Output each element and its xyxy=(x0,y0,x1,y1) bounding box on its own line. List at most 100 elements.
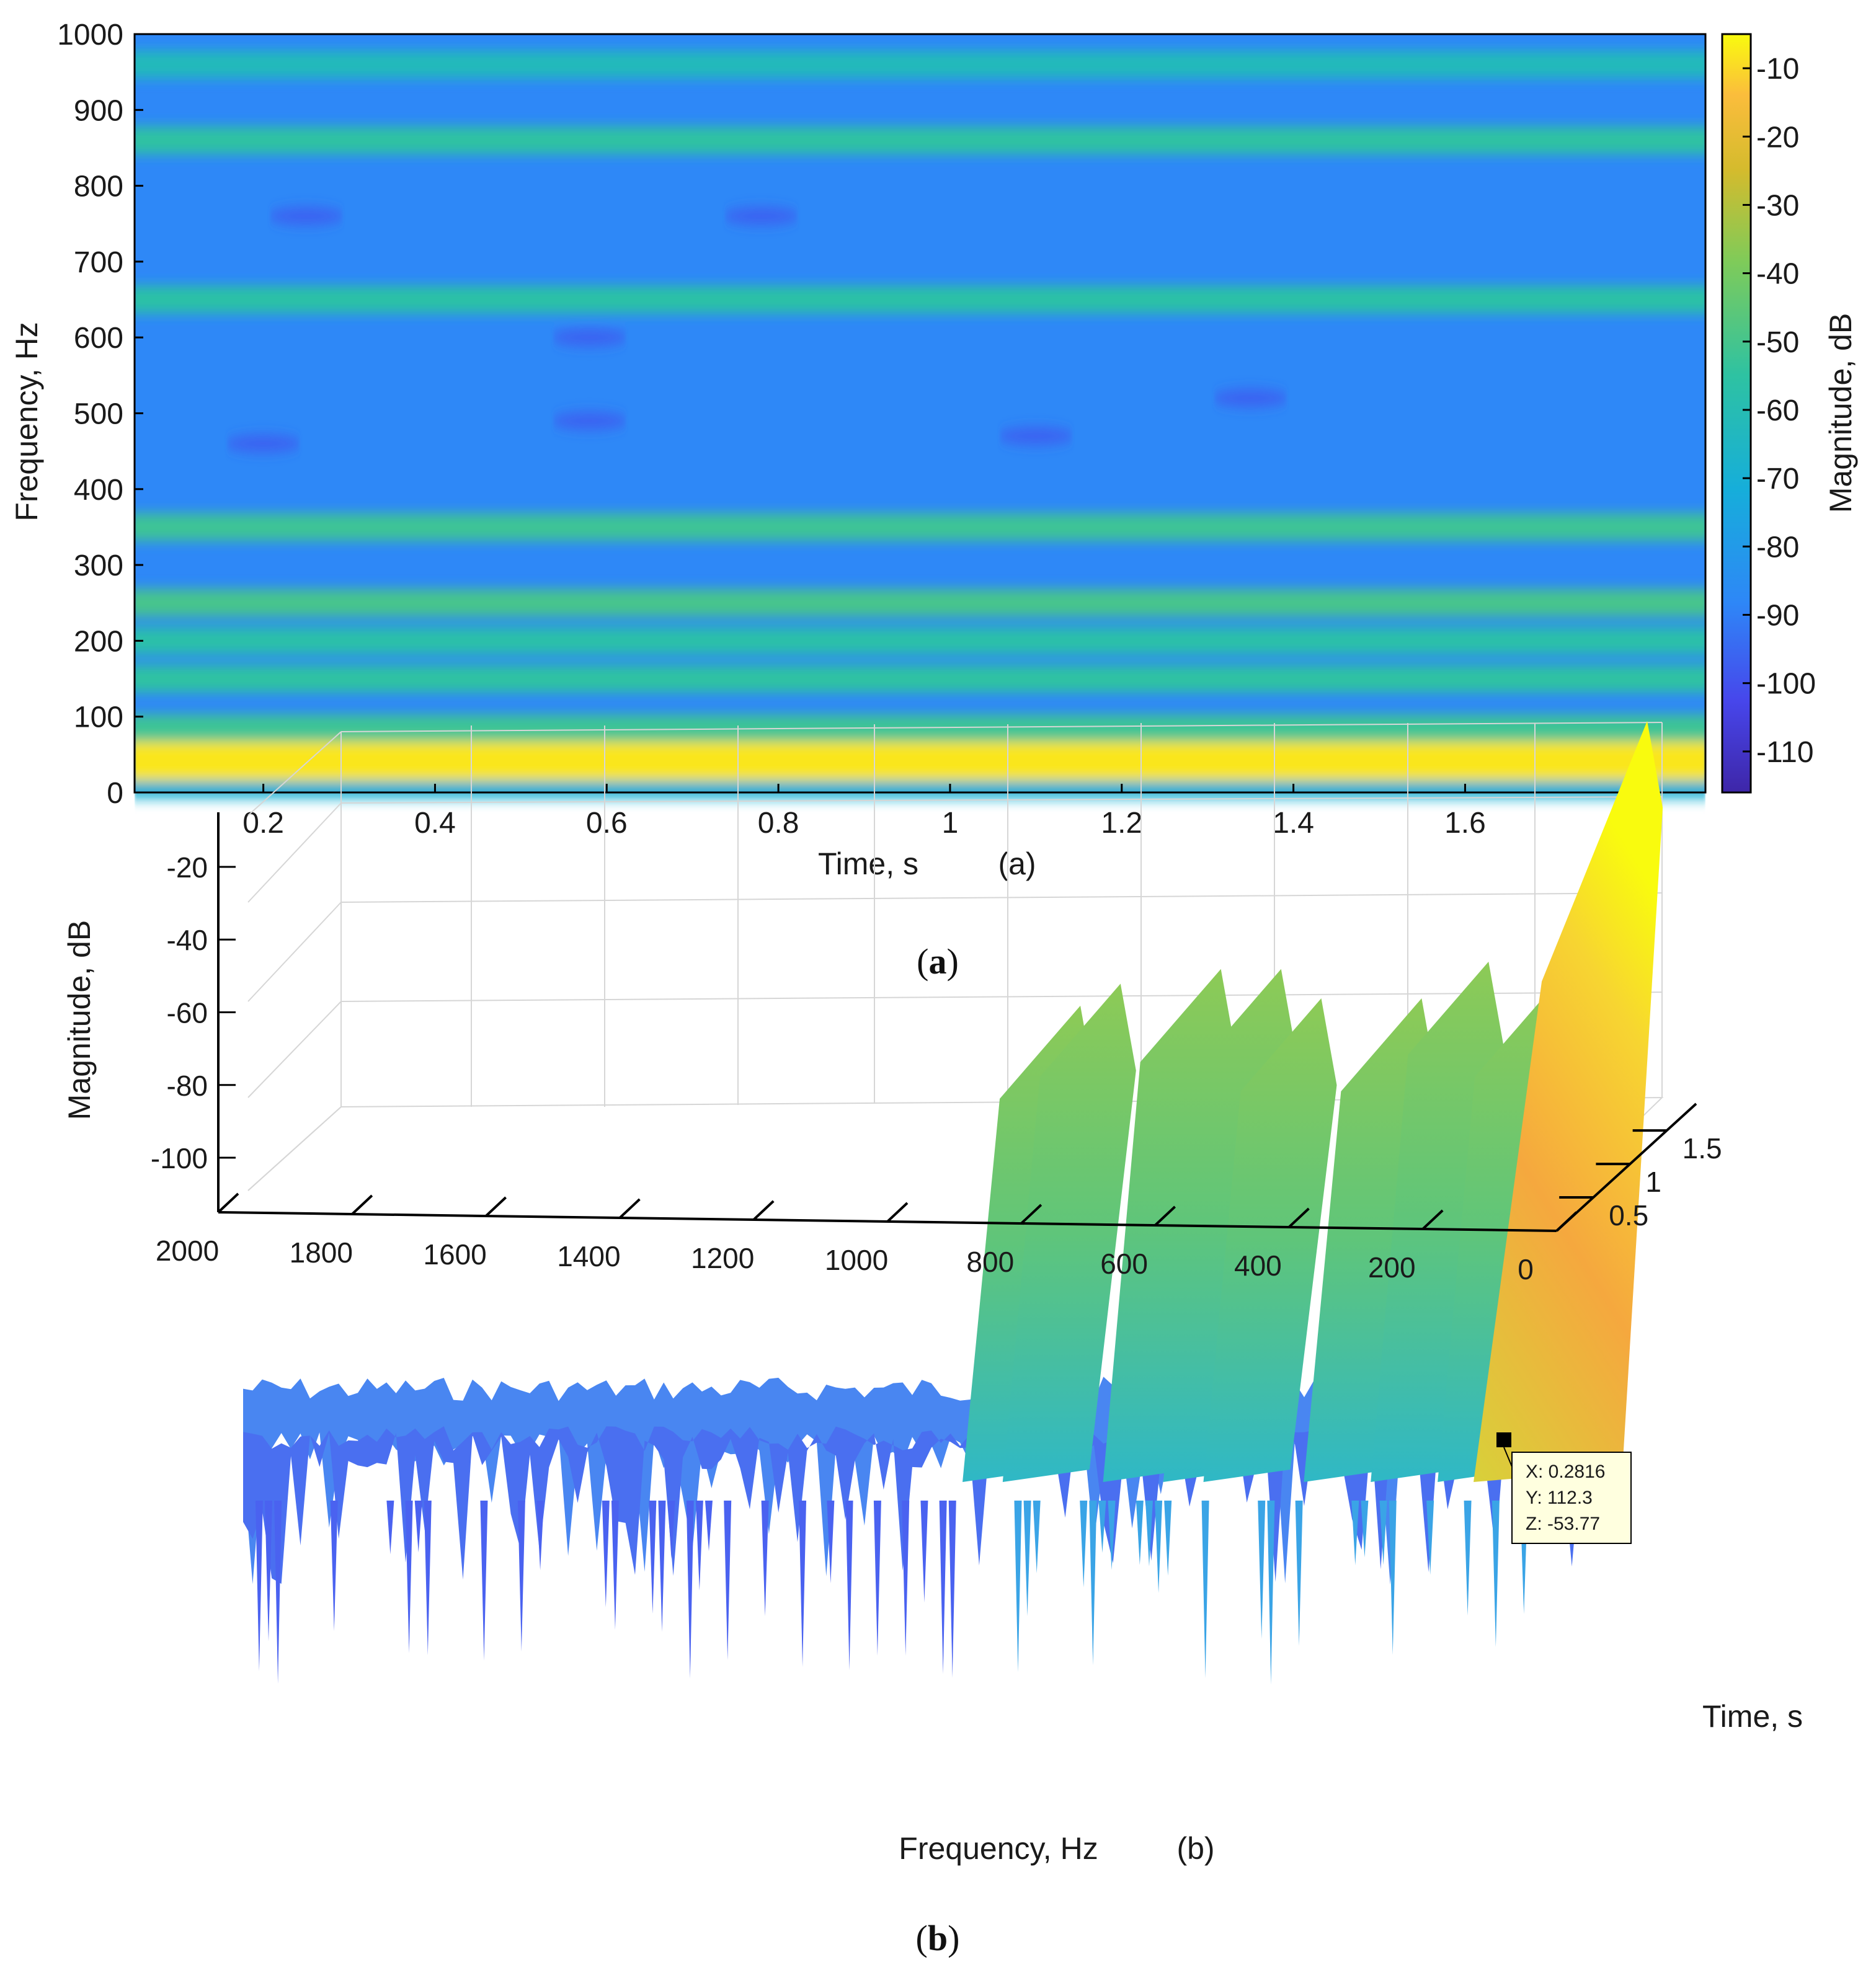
frequency-tick-label-3d: 1200 xyxy=(691,1242,754,1274)
frequency-tick-label: 300 xyxy=(74,549,123,582)
data-tip-marker xyxy=(1496,1432,1511,1447)
surface-spike xyxy=(1295,1501,1303,1646)
surface-peak xyxy=(1203,998,1337,1482)
magnitude-tick-label: -100 xyxy=(151,1142,208,1174)
spectrogram-bands xyxy=(135,50,1705,799)
time-tick-label: 1.4 xyxy=(1273,807,1314,840)
time-tick-label: 1 xyxy=(942,807,959,840)
surface-spike xyxy=(1389,1501,1397,1655)
time-axis-label: Time, s xyxy=(818,846,918,881)
surface-spike xyxy=(845,1501,853,1671)
frequency-tick-3d xyxy=(1020,1204,1042,1225)
surface-spike xyxy=(761,1501,769,1617)
frequency-tick-label-3d: 0 xyxy=(1518,1253,1534,1285)
surface-spike xyxy=(686,1501,694,1679)
magnitude-axis-label: Magnitude, dB xyxy=(62,920,97,1120)
frequency-tick-label: 0 xyxy=(107,777,123,810)
frequency-tick-label-3d: 800 xyxy=(966,1246,1014,1278)
frequency-tick-label: 500 xyxy=(74,398,123,431)
surface-spike xyxy=(649,1501,657,1614)
surface-peak xyxy=(1371,961,1505,1482)
frequency-tick-3d xyxy=(1555,1211,1578,1232)
magnitude-tick-label: -20 xyxy=(167,851,208,884)
time-tick-label-3d: 1 xyxy=(1645,1166,1661,1198)
surface-spike xyxy=(536,1501,545,1571)
colorbar-tick-label: -110 xyxy=(1756,736,1814,769)
colorbar-tick-label: -50 xyxy=(1756,326,1799,359)
time-tick-label: 0.2 xyxy=(242,807,284,840)
surface-spike xyxy=(1023,1501,1031,1617)
surface-spike xyxy=(1351,1501,1359,1566)
colorbar-tick-label: -40 xyxy=(1756,258,1799,291)
magnitude-tick-label: -80 xyxy=(167,1070,208,1102)
surface-spike xyxy=(667,1501,675,1559)
surface-spike xyxy=(705,1501,713,1551)
frequency-tick-label-3d: 1600 xyxy=(423,1238,486,1271)
spectrogram-band xyxy=(135,627,1705,655)
spectrogram-low-spot xyxy=(724,207,799,225)
time-tick-label: 0.4 xyxy=(414,807,456,840)
data-tip-z: Z: -53.77 xyxy=(1526,1514,1600,1534)
surface-spike xyxy=(1145,1501,1153,1567)
magnitude-tick-label: -40 xyxy=(167,924,208,956)
data-tip-x: X: 0.2816 xyxy=(1526,1462,1605,1482)
magnitude-axis: -20 -40 -60 -80 -100 xyxy=(151,851,236,1174)
spectrogram-low-spot xyxy=(552,329,627,347)
frequency-tick-label: 400 xyxy=(74,474,123,507)
surface-spike xyxy=(724,1501,732,1661)
surface-spike xyxy=(1464,1501,1472,1616)
colorbar-tick-label: -30 xyxy=(1756,189,1799,222)
surface-spike xyxy=(1491,1501,1500,1648)
surface-spike xyxy=(611,1501,619,1630)
frequency-axis-label: Frequency, Hz xyxy=(9,322,44,521)
spectrogram-low-spot xyxy=(998,427,1074,445)
surface-spike xyxy=(1108,1501,1116,1570)
spectrogram-panel: 0 100 200 300 400 500 600 700 800 900 1000 0.2 0.4 0… xyxy=(9,19,1858,982)
surface-spike xyxy=(939,1501,947,1674)
surface-spike xyxy=(1080,1501,1088,1587)
spectrogram-band xyxy=(135,126,1705,154)
surface-spike xyxy=(424,1501,432,1656)
data-tip-y: Y: 112.3 xyxy=(1526,1488,1593,1508)
surface-spike xyxy=(1098,1501,1106,1553)
colorbar-axis: -10 -20 -30 -40 -50 -60 -70 -80 -90 -100 -110 xyxy=(1743,53,1816,769)
time-tick-label: 1.6 xyxy=(1444,807,1486,840)
surface-spike xyxy=(920,1501,928,1603)
frequency-tick-3d xyxy=(485,1196,507,1217)
surface-spike xyxy=(330,1501,338,1631)
surface-spike xyxy=(1267,1501,1275,1685)
panel-a-inline-tag: (a) xyxy=(998,846,1036,881)
spectrogram-low-spot xyxy=(269,207,344,225)
colorbar-tick-label: -90 xyxy=(1756,600,1799,632)
frequency-tick-label-3d: 2000 xyxy=(156,1235,219,1267)
surface-spike xyxy=(386,1501,394,1555)
frequency-tick-label: 800 xyxy=(74,171,123,203)
spectrogram-band xyxy=(135,665,1705,693)
surface-spike xyxy=(827,1501,835,1584)
surface-spike xyxy=(255,1501,263,1671)
surface-spike xyxy=(1033,1501,1041,1574)
surface-spike xyxy=(695,1501,703,1591)
frequency-tick-label-3d: 1800 xyxy=(290,1236,353,1269)
colorbar xyxy=(1721,33,1752,794)
frequency-tick-3d xyxy=(351,1194,373,1215)
time-tick-label: 0.8 xyxy=(758,807,799,840)
surface-spike xyxy=(274,1501,282,1684)
surface-spike xyxy=(480,1501,488,1661)
panel-b-inline-tag: (b) xyxy=(1176,1831,1214,1866)
surface-spike xyxy=(902,1501,910,1656)
spectrogram-low-spot xyxy=(1213,389,1288,407)
surface-spikes xyxy=(255,1501,1528,1685)
time-tick-label: 1.2 xyxy=(1101,807,1142,840)
surface-spike xyxy=(1379,1501,1387,1565)
surface-spike xyxy=(658,1501,666,1632)
surface-spike xyxy=(1164,1501,1172,1576)
frequency-tick-label-3d: 1400 xyxy=(557,1240,620,1272)
spectrogram-band xyxy=(135,589,1705,617)
surface-panel: -20-40-60-80-100 2000 1800 1600 1400 1200 100… xyxy=(62,721,1803,1958)
data-tip[interactable]: X: 0.2816 Y: 112.3 Z: -53.77 xyxy=(1496,1432,1632,1544)
surface-spike xyxy=(1014,1501,1022,1672)
surface-spike xyxy=(405,1501,413,1653)
frequency-tick-label-3d: 200 xyxy=(1368,1251,1416,1284)
